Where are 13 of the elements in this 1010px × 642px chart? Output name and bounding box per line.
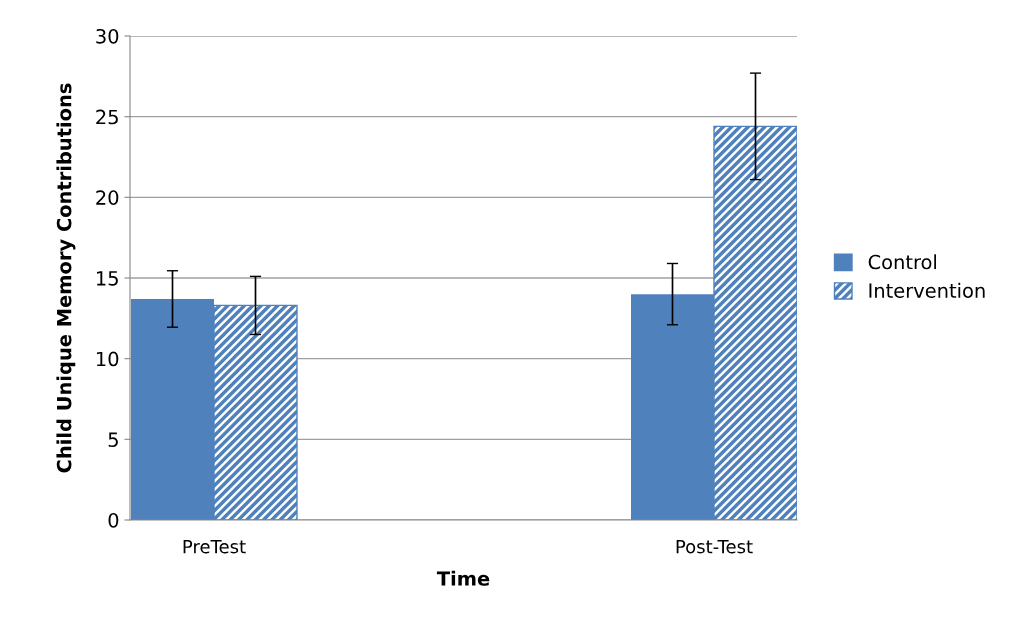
x-axis-title: Time bbox=[436, 570, 490, 586]
y-tick-label: 15 bbox=[96, 271, 118, 286]
y-tick-label: 20 bbox=[96, 190, 119, 205]
x-tick-label: Post-Test bbox=[676, 540, 753, 554]
y-tick-label: 25 bbox=[96, 109, 118, 125]
y-tick-label: 10 bbox=[96, 351, 119, 367]
y-tick-label: 5 bbox=[108, 432, 118, 447]
y-tick-label: 30 bbox=[96, 28, 119, 44]
y-tick-label: 0 bbox=[108, 512, 119, 528]
y-axis-title: Child Unique Memory Contributions bbox=[56, 83, 76, 473]
legend-label: Intervention bbox=[869, 282, 985, 298]
legend-label: Control bbox=[868, 254, 937, 270]
x-tick-label: PreTest bbox=[183, 540, 246, 554]
